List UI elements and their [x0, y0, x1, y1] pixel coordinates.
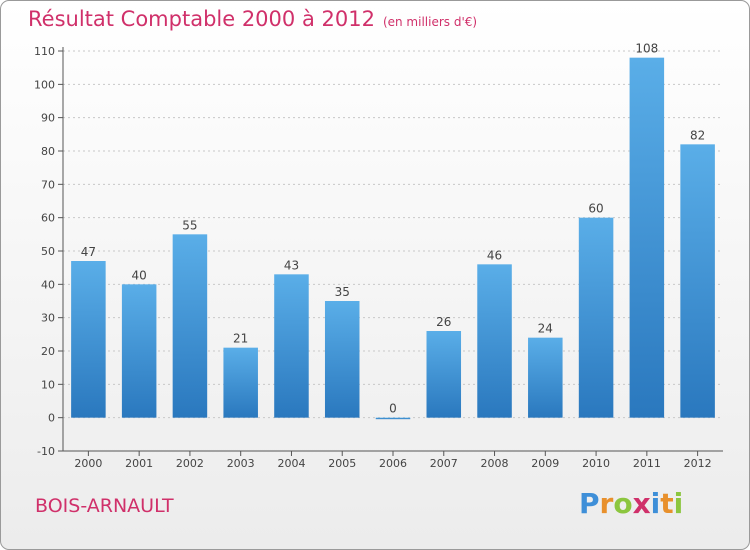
logo-letter: x — [632, 487, 651, 520]
y-tick-label: 30 — [41, 312, 55, 325]
chart-title-text: Résultat Comptable 2000 à 2012 — [28, 7, 375, 31]
data-label: 40 — [132, 268, 147, 282]
x-tick-label: 2004 — [277, 457, 305, 470]
bar-2012 — [680, 144, 715, 418]
data-label: 47 — [81, 245, 96, 259]
y-tick-label: 50 — [41, 245, 55, 258]
bar-2010 — [578, 217, 614, 418]
logo-letter: t — [660, 487, 674, 520]
x-tick-label: 2005 — [328, 457, 356, 470]
y-tick-label: 100 — [34, 78, 55, 91]
x-tick-label: 2006 — [379, 457, 407, 470]
data-label: 35 — [335, 285, 350, 299]
data-label: 82 — [690, 128, 705, 142]
bar-2011 — [629, 57, 665, 418]
logo-letter: o — [613, 487, 633, 520]
y-tick-label: 40 — [41, 278, 55, 291]
y-tick-label: 90 — [41, 112, 55, 125]
x-tick-label: 2003 — [227, 457, 255, 470]
x-tick-label: 2010 — [582, 457, 610, 470]
axes — [58, 47, 723, 456]
bar-2008 — [477, 264, 512, 418]
logo-letter: r — [599, 487, 614, 520]
logo-letter: P — [579, 487, 600, 520]
data-label: 21 — [233, 332, 248, 346]
y-tick-label: 110 — [34, 45, 55, 58]
bar-2002 — [172, 234, 208, 418]
x-tick-label: 2000 — [74, 457, 102, 470]
bar-2006 — [375, 417, 411, 420]
data-label: 0 — [389, 402, 397, 416]
bars — [71, 57, 715, 420]
labels: -10 0 10 20 30 40 50 60 70 80 90 100 110 47 2000 40 2001… — [34, 42, 712, 470]
chart-subtitle: (en milliers d'€) — [382, 15, 478, 29]
data-label: 60 — [588, 202, 603, 216]
bar-2005 — [324, 301, 360, 418]
data-label: 26 — [436, 315, 451, 329]
grid — [63, 50, 723, 419]
y-tick-label: 0 — [48, 412, 55, 425]
y-tick-label: 20 — [41, 345, 55, 358]
town-name: BOIS-ARNAULT — [35, 495, 174, 517]
bar-2001 — [121, 284, 157, 418]
data-label: 43 — [284, 258, 299, 272]
bar-2009 — [528, 337, 563, 418]
y-tick-label: 10 — [41, 378, 55, 391]
bar-2004 — [274, 274, 309, 418]
x-tick-label: 2001 — [125, 457, 153, 470]
bar-2007 — [426, 331, 462, 418]
data-label: 24 — [538, 322, 553, 336]
y-tick-label: 60 — [41, 212, 55, 225]
data-label: 55 — [182, 218, 197, 232]
y-tick-label: 70 — [41, 178, 55, 191]
proxiti-logo: Proxiti — [579, 487, 683, 520]
data-label: 46 — [487, 248, 502, 262]
logo-letter: i — [650, 487, 661, 520]
bar-2003 — [223, 347, 258, 418]
x-tick-label: 2002 — [176, 457, 204, 470]
x-tick-label: 2007 — [430, 457, 458, 470]
y-tick-label: 80 — [41, 145, 55, 158]
x-tick-label: 2008 — [481, 457, 509, 470]
y-tick-label: -10 — [37, 445, 55, 458]
chart-title: Résultat Comptable 2000 à 2012 (en millie… — [28, 7, 477, 31]
x-tick-label: 2009 — [531, 457, 559, 470]
bar-2000 — [71, 261, 106, 418]
data-label: 108 — [635, 42, 658, 56]
logo-letter: i — [673, 487, 684, 520]
x-tick-label: 2012 — [684, 457, 712, 470]
x-tick-label: 2011 — [633, 457, 661, 470]
